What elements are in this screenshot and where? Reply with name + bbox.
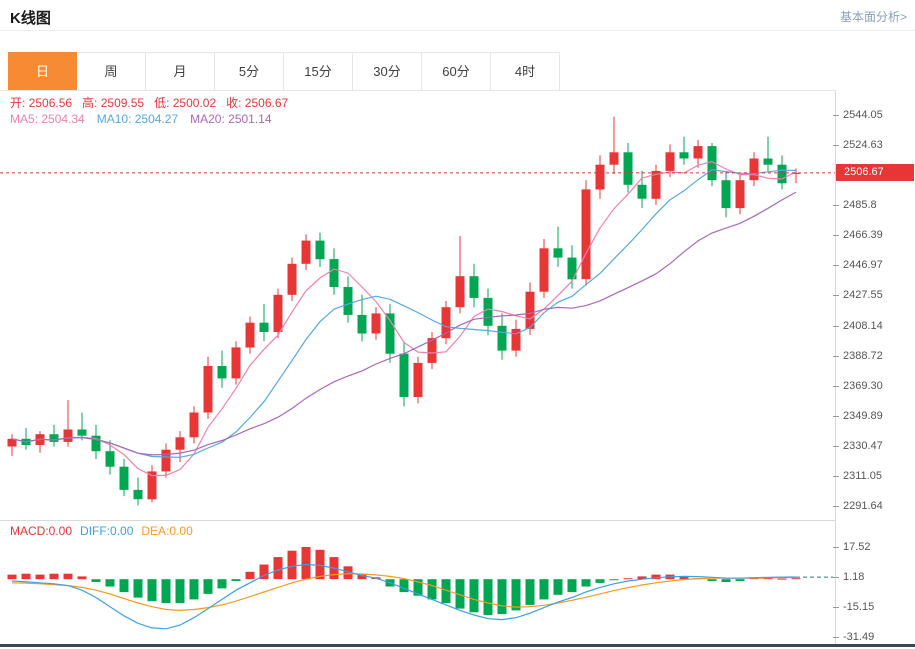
- bottom-border-bar: [0, 644, 915, 647]
- macd-axis-label: -15.15: [833, 600, 874, 614]
- price-axis-label: 2369.30: [833, 379, 883, 393]
- price-axis-label: 2524.63: [833, 138, 883, 152]
- tab-30分[interactable]: 30分: [353, 52, 422, 90]
- interval-tabs: 日周月 5分 15分 30分 60分 4时: [0, 52, 915, 91]
- price-axis-label: 2408.14: [833, 319, 883, 333]
- ohlc-high: 高: 2509.55: [82, 96, 145, 110]
- ma-lines-layer: [11, 160, 797, 477]
- price-axis-label: 2311.05: [833, 469, 882, 483]
- ma20-value: MA20: 2501.14: [190, 112, 272, 126]
- price-axis-label: 2427.55: [833, 288, 883, 302]
- tab-4时[interactable]: 4时: [491, 52, 560, 90]
- macd-axis: 17.52 1.18 -15.15 -31.49: [833, 520, 915, 644]
- price-axis-label: 2388.72: [833, 349, 883, 363]
- macd-legend: MACD:0.00 DIFF:0.00 DEA:0.00: [10, 524, 201, 538]
- macd-axis-label: 1.18: [833, 570, 864, 584]
- macd-value: MACD:0.00: [10, 524, 73, 538]
- ohlc-low: 低: 2500.02: [154, 96, 217, 110]
- macd-bars-layer: [7, 547, 801, 615]
- ma-legend: MA5: 2504.34 MA10: 2504.27 MA20: 2501.14: [10, 112, 284, 126]
- page-title: K线图: [10, 10, 51, 27]
- price-axis-label: 2485.8: [833, 198, 877, 212]
- candlestick-chart[interactable]: [0, 90, 835, 520]
- tab-周[interactable]: 周: [77, 52, 146, 90]
- fundamental-analysis-link[interactable]: 基本面分析>: [839, 10, 907, 24]
- diff-value: DIFF:0.00: [80, 524, 134, 538]
- macd-axis-label: 17.52: [833, 540, 871, 554]
- macd-chart[interactable]: [0, 520, 835, 642]
- price-axis-label: 2291.64: [833, 499, 883, 513]
- ohlc-open: 开: 2506.56: [10, 96, 73, 110]
- price-axis-label: 2330.47: [833, 439, 883, 453]
- tab-15分[interactable]: 15分: [284, 52, 353, 90]
- candles-layer: [7, 116, 801, 506]
- tab-5分[interactable]: 5分: [215, 52, 284, 90]
- ma5-value: MA5: 2504.34: [10, 112, 85, 126]
- ohlc-close: 收: 2506.67: [226, 96, 289, 110]
- price-axis-label: 2349.89: [833, 409, 883, 423]
- current-price-badge: 2506.67: [836, 164, 914, 181]
- tab-月[interactable]: 月: [146, 52, 215, 90]
- price-axis-label: 2466.39: [833, 228, 883, 242]
- dea-value: DEA:0.00: [141, 524, 193, 538]
- price-axis: 2544.05 2524.63 2485.8 2466.39 2446.97 2427.5…: [833, 90, 915, 520]
- panel-divider: [0, 520, 915, 521]
- tab-日[interactable]: 日: [8, 52, 77, 90]
- ma10-value: MA10: 2504.27: [96, 112, 179, 126]
- macd-lines-layer: [11, 563, 833, 630]
- price-axis-label: 2544.05: [833, 108, 883, 122]
- ohlc-legend: 开: 2506.56 高: 2509.55 低: 2500.02 收: 2506.67: [10, 94, 298, 111]
- widget-header: K线图 基本面分析>: [0, 0, 915, 31]
- tab-60分[interactable]: 60分: [422, 52, 491, 90]
- macd-axis-label: -31.49: [833, 630, 874, 644]
- price-axis-label: 2446.97: [833, 258, 883, 272]
